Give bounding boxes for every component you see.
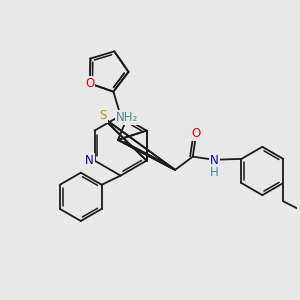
- Text: O: O: [85, 77, 94, 90]
- Text: N: N: [85, 154, 94, 167]
- Text: N: N: [210, 154, 219, 167]
- Text: O: O: [192, 127, 201, 140]
- Text: NH₂: NH₂: [116, 111, 138, 124]
- Text: S: S: [100, 109, 107, 122]
- Text: H: H: [210, 166, 219, 178]
